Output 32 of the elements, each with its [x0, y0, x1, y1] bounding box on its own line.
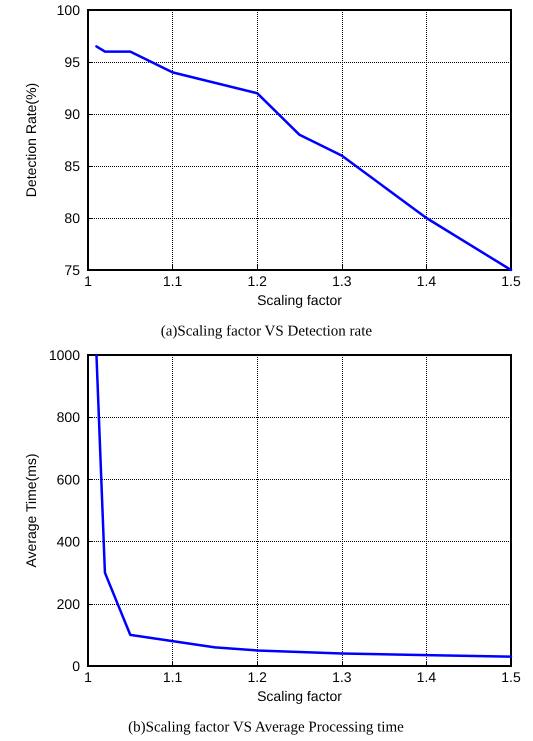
- y-tick-label: 400: [56, 534, 80, 550]
- y-axis-title: Average Time(ms): [22, 453, 39, 568]
- x-tick-label: 1.3: [332, 273, 352, 289]
- y-tick-label: 75: [64, 262, 80, 278]
- y-tick-label: 800: [56, 409, 80, 426]
- y-tick-label: 80: [64, 210, 80, 226]
- y-tick-label: 1000: [48, 347, 80, 363]
- x-axis-title: Scaling factor: [257, 688, 342, 704]
- text: (b)Scaling factor VS Average Processing time: [128, 720, 404, 736]
- line-series: [95, 45, 512, 272]
- y-tick-label: 95: [64, 54, 80, 70]
- y-tick-label: 200: [56, 596, 80, 612]
- x-tick-label: 1.4: [416, 273, 436, 289]
- x-tick-label: 1.1: [162, 273, 183, 289]
- x-tick-label: 1.2: [247, 273, 268, 289]
- x-tick-label: 1.5: [501, 669, 521, 685]
- y-tick-label: 85: [64, 158, 80, 174]
- x-tick-label: 1.2: [247, 669, 268, 685]
- y-tick-label: 0: [72, 658, 80, 674]
- x-tick-label: 1.5: [501, 273, 521, 289]
- x-tick-label: 1: [84, 669, 92, 685]
- x-tick-label: 1: [84, 273, 92, 289]
- y-axis-title: Detection Rate(%): [23, 82, 39, 198]
- line-series: [95, 354, 512, 658]
- y-tick-label: 600: [56, 471, 80, 488]
- x-axis-title: Scaling factor: [257, 292, 342, 308]
- y-tick-label: 90: [64, 106, 80, 122]
- text: (a)Scaling factor VS Detection rate: [160, 324, 372, 340]
- y-tick-label: 100: [56, 2, 80, 18]
- x-tick-label: 1.3: [332, 669, 352, 685]
- x-tick-label: 1.4: [416, 669, 436, 685]
- x-tick-label: 1.1: [162, 669, 183, 685]
